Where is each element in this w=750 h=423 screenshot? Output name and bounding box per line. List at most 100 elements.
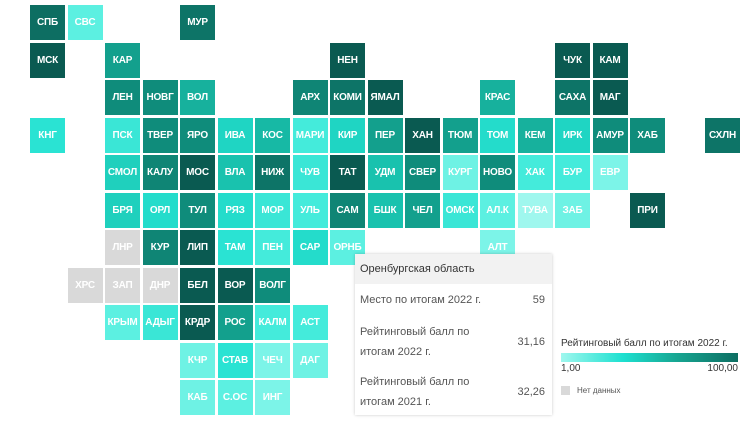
region-code-label: КЧР xyxy=(187,354,208,366)
region-code-label: ЛНР xyxy=(112,242,133,253)
region-tile[interactable]: ЧУВ xyxy=(292,155,328,190)
region-code-label: МСК xyxy=(36,54,59,66)
region-tile[interactable]: ТУЛ xyxy=(180,192,215,228)
region-tile[interactable]: МАРИ xyxy=(292,117,328,153)
region-tile[interactable]: АМУР xyxy=(592,117,628,153)
region-tile[interactable]: ТОМ xyxy=(480,117,515,153)
region-tile[interactable]: АЛ.К xyxy=(480,192,515,228)
region-tile[interactable]: ПСК xyxy=(105,117,140,153)
region-tile[interactable]: КРЫМ xyxy=(105,305,140,340)
region-tile[interactable]: ЧЕЛ xyxy=(405,192,440,228)
region-tile[interactable]: НЕН xyxy=(330,42,365,78)
region-tile[interactable]: БШК xyxy=(367,192,403,228)
region-tile[interactable]: КИР xyxy=(330,117,365,153)
region-tile[interactable]: КОС xyxy=(255,117,290,153)
region-tile[interactable]: МУР xyxy=(180,5,215,40)
region-tile[interactable]: АДЫГ xyxy=(142,305,178,340)
region-tile[interactable]: РОС xyxy=(217,305,253,340)
color-legend: Рейтинговый балл по итогам 2022 г. 1,00 … xyxy=(561,338,741,395)
region-tile[interactable]: БУР xyxy=(555,155,590,190)
region-tile[interactable]: САМ xyxy=(330,192,365,228)
region-tile[interactable]: КАМ xyxy=(592,42,628,78)
region-tile[interactable]: НИЖ xyxy=(255,155,290,190)
region-code-label: УЛЬ xyxy=(300,204,320,216)
region-tile[interactable]: ТАМ xyxy=(217,230,253,265)
region-tile[interactable]: ЛНР xyxy=(105,230,140,265)
region-tile[interactable]: СПБ xyxy=(30,5,65,40)
region-tile[interactable]: АСТ xyxy=(292,305,328,340)
region-tile[interactable]: МАГ xyxy=(592,80,628,115)
region-tile[interactable]: ЛЕН xyxy=(105,80,140,115)
region-tile[interactable]: ЕВР xyxy=(592,155,628,190)
region-tile[interactable]: ВЛА xyxy=(217,155,253,190)
region-tile[interactable]: САР xyxy=(292,230,328,265)
region-tile[interactable]: МСК xyxy=(30,42,65,78)
region-code-label: ТВЕР xyxy=(147,129,173,141)
region-tile[interactable]: КНГ xyxy=(30,117,65,153)
region-code-label: ДАГ xyxy=(300,354,320,366)
region-tile[interactable]: ЛИП xyxy=(180,230,215,265)
region-tile[interactable]: КРДР xyxy=(180,305,215,340)
region-tile[interactable]: АРХ xyxy=(292,80,328,115)
region-tile[interactable]: ЗАБ xyxy=(555,192,590,228)
region-tile[interactable]: ОРЛ xyxy=(142,192,178,228)
region-tile[interactable]: ПЕР xyxy=(367,117,403,153)
region-tile[interactable]: ХАК xyxy=(517,155,553,190)
region-tile[interactable]: МОС xyxy=(180,155,215,190)
region-tile[interactable]: ТУВА xyxy=(517,192,553,228)
region-tile[interactable]: ЧЕЧ xyxy=(255,342,290,378)
region-tile[interactable]: ИВА xyxy=(217,117,253,153)
region-tile[interactable]: КАЛУ xyxy=(142,155,178,190)
region-tile[interactable]: КРАС xyxy=(480,80,515,115)
region-tile[interactable]: САХА xyxy=(555,80,590,115)
region-tile[interactable]: СВС xyxy=(67,5,103,40)
region-tile[interactable]: УДМ xyxy=(367,155,403,190)
region-tile[interactable]: КАР xyxy=(105,42,140,78)
region-code-label: ПЕР xyxy=(375,129,395,141)
region-tile[interactable]: ЯМАЛ xyxy=(367,80,403,115)
region-tile[interactable]: НОВГ xyxy=(142,80,178,115)
region-tile[interactable]: ТАТ xyxy=(330,155,365,190)
region-tile[interactable]: БЕЛ xyxy=(180,267,215,303)
region-tile[interactable]: КАЛМ xyxy=(255,305,290,340)
region-tile[interactable]: РЯЗ xyxy=(217,192,253,228)
region-tile[interactable]: ХАН xyxy=(405,117,440,153)
region-tile[interactable]: СВЕР xyxy=(405,155,440,190)
region-tile[interactable]: ИРК xyxy=(555,117,590,153)
region-code-label: ХАБ xyxy=(637,129,658,141)
region-tile[interactable]: КОМИ xyxy=(330,80,365,115)
region-tile[interactable]: ТЮМ xyxy=(442,117,478,153)
region-tile[interactable]: ХРС xyxy=(67,267,103,303)
region-tile[interactable]: УЛЬ xyxy=(292,192,328,228)
region-tile[interactable]: КУР xyxy=(142,230,178,265)
region-code-label: БЕЛ xyxy=(187,279,208,291)
region-tile[interactable]: ЯРО xyxy=(180,117,215,153)
region-tile[interactable]: СТАВ xyxy=(217,342,253,378)
region-tile[interactable]: ВОЛ xyxy=(180,80,215,115)
region-tile[interactable]: ХАБ xyxy=(630,117,665,153)
region-code-label: КАБ xyxy=(187,392,208,403)
region-tile[interactable]: ВОР xyxy=(217,267,253,303)
region-tile[interactable]: ПЕН xyxy=(255,230,290,265)
region-tile[interactable]: С.ОС xyxy=(217,380,253,415)
region-tile[interactable]: БРЯ xyxy=(105,192,140,228)
region-tile[interactable]: ДАГ xyxy=(292,342,328,378)
region-tile[interactable]: НОВО xyxy=(480,155,515,190)
region-tile[interactable]: ЗАП xyxy=(105,267,140,303)
region-tile[interactable]: КЧР xyxy=(180,342,215,378)
region-tile[interactable]: ЧУК xyxy=(555,42,590,78)
region-tile[interactable]: ВОЛГ xyxy=(255,267,290,303)
region-tile[interactable]: ТВЕР xyxy=(142,117,178,153)
region-code-label: ПЕН xyxy=(262,242,283,253)
region-code-label: СВЕР xyxy=(409,167,436,178)
region-tile[interactable]: ДНР xyxy=(142,267,178,303)
region-tile[interactable]: СМОЛ xyxy=(105,155,140,190)
region-tile[interactable]: МОР xyxy=(255,192,290,228)
region-tile[interactable]: СХЛН xyxy=(705,117,740,153)
region-tile[interactable]: КАБ xyxy=(180,380,215,415)
region-tile[interactable]: ОМСК xyxy=(442,192,478,228)
region-tile[interactable]: КУРГ xyxy=(442,155,478,190)
region-tile[interactable]: КЕМ xyxy=(517,117,553,153)
region-tile[interactable]: ПРИ xyxy=(630,192,665,228)
region-tile[interactable]: ИНГ xyxy=(255,380,290,415)
